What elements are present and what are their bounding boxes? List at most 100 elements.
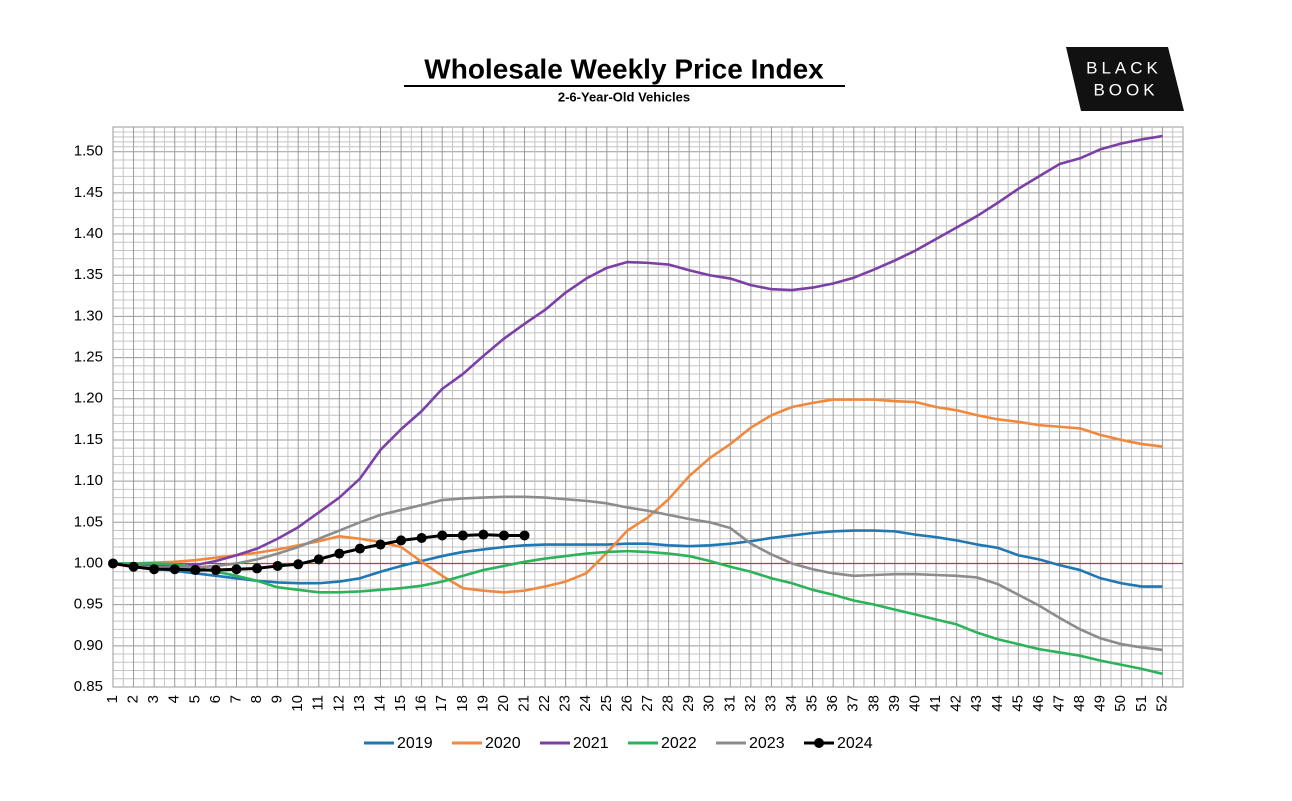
legend-label: 2024 [837, 735, 873, 752]
data-point [210, 565, 221, 576]
series-line [113, 398, 1163, 594]
x-tick-label: 16 [413, 695, 430, 712]
x-tick-label: 1 [104, 695, 121, 703]
x-tick-label: 8 [248, 695, 265, 703]
x-tick-label: 4 [166, 695, 183, 703]
x-tick-label: 6 [207, 695, 224, 703]
data-point [498, 530, 509, 541]
y-tick-label: 1.20 [74, 390, 103, 407]
data-point [437, 530, 448, 541]
x-tick-label: 9 [269, 695, 286, 703]
x-tick-label: 40 [906, 695, 923, 712]
x-tick-label: 49 [1092, 695, 1109, 712]
x-tick-label: 18 [454, 695, 471, 712]
x-tick-label: 36 [824, 695, 841, 712]
x-tick-label: 24 [577, 695, 594, 712]
x-tick-label: 21 [516, 695, 533, 712]
x-tick-label: 12 [330, 695, 347, 712]
legend-label: 2023 [749, 735, 785, 752]
x-tick-label: 39 [886, 695, 903, 712]
x-tick-label: 25 [598, 695, 615, 712]
x-tick-label: 30 [701, 695, 718, 712]
data-point [272, 560, 283, 571]
x-tick-label: 17 [433, 695, 450, 712]
x-tick-label: 11 [310, 695, 327, 711]
x-tick-label: 34 [783, 695, 800, 712]
y-tick-label: 1.50 [74, 143, 103, 160]
x-tick-label: 2 [125, 695, 142, 703]
data-point [519, 530, 530, 541]
y-tick-label: 1.00 [74, 554, 103, 571]
y-tick-label: 1.10 [74, 472, 103, 489]
x-tick-label: 10 [289, 695, 306, 712]
y-tick-label: 1.15 [74, 431, 103, 448]
series-line [112, 495, 1163, 652]
x-tick-label: 44 [989, 695, 1006, 712]
x-tick-label: 37 [845, 695, 862, 712]
data-point [108, 558, 118, 569]
data-point [313, 554, 324, 565]
x-tick-label: 27 [639, 695, 656, 712]
y-tick-label: 0.90 [74, 637, 103, 654]
data-point [128, 561, 139, 572]
data-point [375, 539, 386, 550]
logo-text: BLACK [1086, 58, 1162, 77]
logo-text: BOOK [1093, 80, 1158, 99]
data-point [231, 564, 242, 575]
y-tick-label: 1.25 [74, 349, 103, 366]
x-tick-label: 38 [865, 695, 882, 712]
series-line [112, 529, 1163, 588]
y-tick-label: 1.40 [74, 225, 103, 242]
legend-label: 2019 [397, 735, 433, 752]
x-tick-label: 19 [474, 695, 491, 712]
y-tick-label: 1.35 [74, 266, 103, 283]
x-tick-label: 45 [1009, 695, 1026, 712]
y-tick-label: 0.95 [74, 596, 103, 613]
data-point [252, 563, 263, 574]
x-tick-label: 50 [1112, 695, 1129, 712]
x-tick-label: 48 [1071, 695, 1088, 712]
x-tick-label: 3 [145, 695, 162, 703]
legend-label: 2021 [573, 735, 609, 752]
y-tick-label: 1.45 [74, 184, 103, 201]
x-tick-label: 33 [762, 695, 779, 712]
y-tick-label: 1.05 [74, 513, 103, 530]
y-tick-label: 0.85 [74, 678, 103, 695]
x-tick-label: 47 [1051, 695, 1068, 712]
x-tick-label: 52 [1153, 695, 1170, 712]
x-tick-label: 23 [557, 695, 574, 712]
x-tick-label: 20 [495, 695, 512, 712]
data-point [293, 559, 304, 570]
x-tick-label: 14 [371, 695, 388, 712]
x-tick-label: 28 [660, 695, 677, 712]
x-tick-label: 31 [721, 695, 738, 712]
x-tick-label: 46 [1030, 695, 1047, 712]
data-point [396, 535, 407, 546]
x-tick-label: 26 [618, 695, 635, 712]
legend-marker [814, 738, 824, 748]
data-point [354, 543, 365, 554]
x-tick-label: 41 [927, 695, 944, 712]
x-tick-label: 13 [351, 695, 368, 712]
chart-title: Wholesale Weekly Price Index [424, 53, 824, 84]
x-tick-label: 42 [948, 695, 965, 712]
data-point [457, 530, 468, 541]
logo-badge [1066, 47, 1184, 111]
x-tick-label: 7 [227, 695, 244, 703]
data-point [334, 548, 345, 559]
data-point [169, 564, 180, 575]
x-tick-label: 32 [742, 695, 759, 712]
x-tick-label: 29 [680, 695, 697, 712]
series-line [112, 134, 1163, 568]
legend-label: 2022 [661, 735, 697, 752]
x-tick-label: 15 [392, 695, 409, 712]
data-point [190, 565, 201, 576]
x-tick-label: 43 [968, 695, 985, 712]
data-point [416, 532, 427, 543]
legend-label: 2020 [485, 735, 521, 752]
data-point [478, 529, 489, 540]
series-line [113, 549, 1163, 676]
x-tick-label: 35 [804, 695, 821, 712]
